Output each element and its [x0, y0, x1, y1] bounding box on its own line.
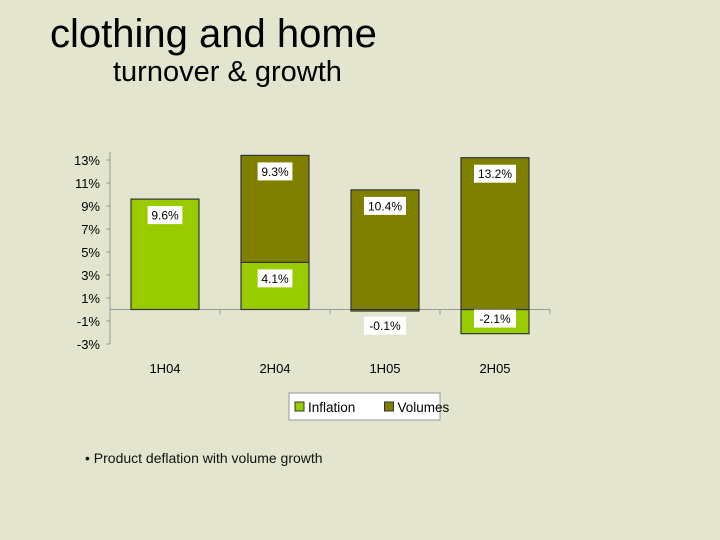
data-label: 9.3% [261, 165, 289, 179]
x-tick-label: 1H05 [369, 361, 400, 376]
data-label-box [364, 316, 406, 335]
x-tick-label: 1H04 [149, 361, 180, 376]
y-tick-label: -3% [77, 337, 101, 352]
data-label-box [364, 196, 406, 215]
legend-box [288, 392, 441, 421]
data-label: 9.6% [151, 209, 179, 223]
legend-swatch-volumes [384, 401, 394, 412]
legend-label-inflation: Inflation [308, 400, 355, 415]
data-label-box [257, 162, 293, 181]
y-tick-label: -1% [77, 314, 101, 329]
slide-title: clothing and home [50, 12, 377, 56]
data-label: -0.1% [369, 319, 401, 333]
x-tick-label: 2H04 [259, 361, 290, 376]
legend-swatch-inflation [294, 401, 305, 412]
y-tick-label: 9% [81, 199, 100, 214]
y-tick-label: 7% [81, 222, 100, 237]
data-label-box [474, 164, 516, 183]
x-tick-label: 2H05 [479, 361, 510, 376]
y-tick-label: 13% [74, 153, 100, 168]
y-tick-label: 5% [81, 245, 100, 260]
legend-label-volumes: Volumes [398, 400, 450, 415]
y-tick-label: 1% [81, 291, 100, 306]
data-label: 4.1% [261, 272, 289, 286]
data-label: 13.2% [478, 167, 512, 181]
bar-volumes-2h05 [460, 157, 530, 311]
data-label-box [474, 309, 516, 328]
y-tick-label: 3% [81, 268, 100, 283]
data-label: -2.1% [479, 312, 511, 326]
data-label-box [257, 269, 293, 288]
bullet-point: • Product deflation with volume growth [85, 450, 323, 466]
slide-subtitle: turnover & growth [113, 56, 342, 88]
data-label-box [147, 206, 183, 225]
data-label: 10.4% [368, 199, 402, 213]
y-tick-label: 11% [75, 176, 100, 191]
